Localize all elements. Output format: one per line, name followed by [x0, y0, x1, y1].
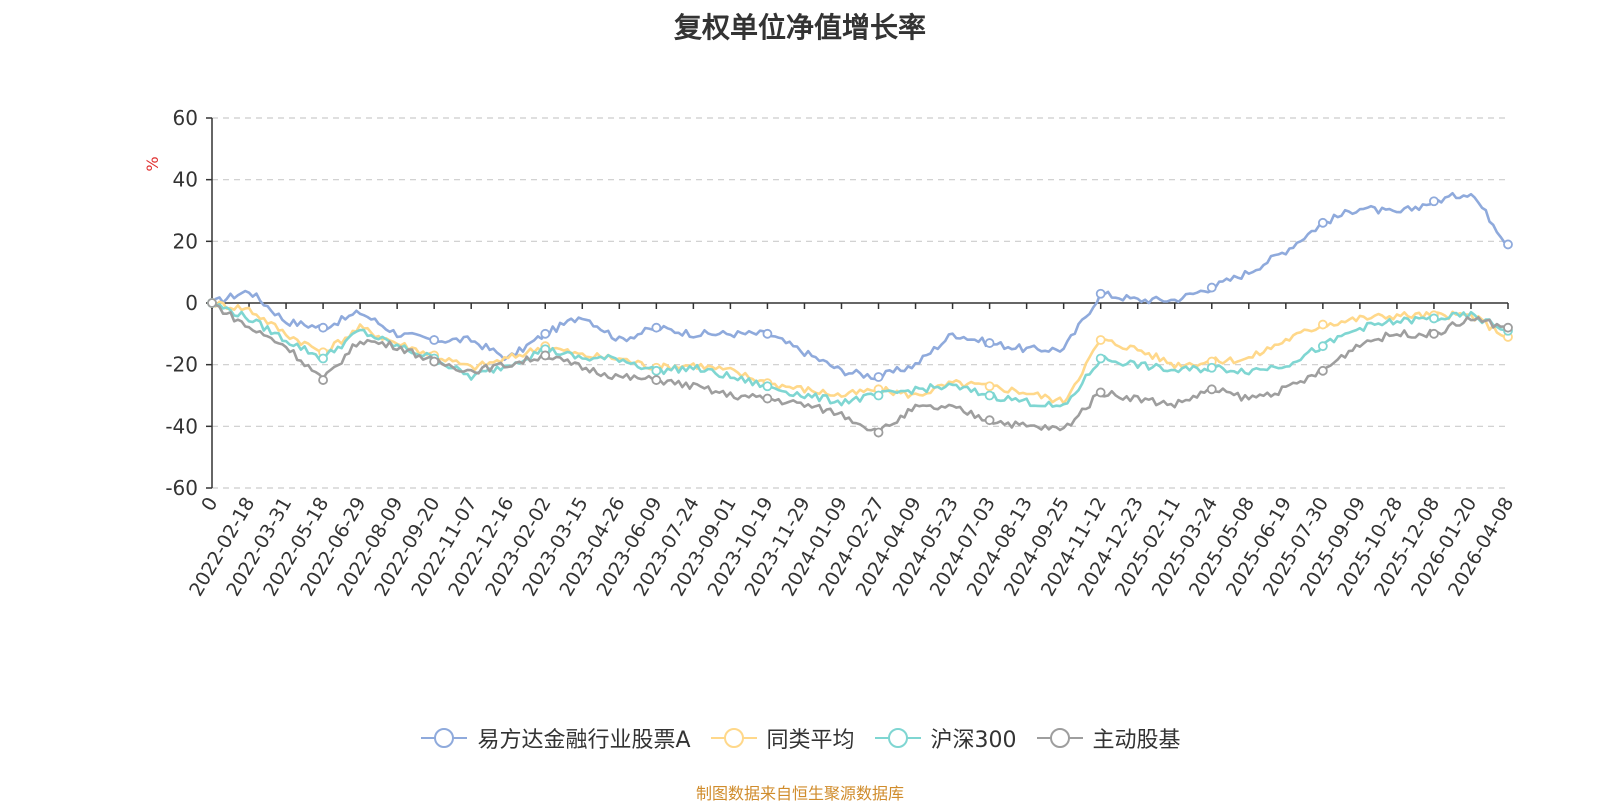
line-chart: -60-40-20020406002022-02-182022-03-31202…	[143, 106, 1518, 600]
series-point	[1317, 217, 1328, 228]
series-point	[984, 390, 995, 401]
legend-item[interactable]: 同类平均	[709, 722, 855, 754]
x-tick-label: 0	[197, 494, 222, 515]
legend-item[interactable]: 沪深300	[873, 722, 1017, 754]
series-point	[984, 415, 995, 426]
series-point	[1429, 196, 1439, 207]
series-point	[1429, 328, 1439, 339]
series-point	[873, 427, 884, 438]
y-tick-label: -40	[165, 414, 198, 438]
series-point	[1206, 384, 1217, 395]
series-point	[873, 390, 884, 401]
series-point	[1503, 322, 1513, 333]
series-point	[984, 338, 995, 348]
series-point	[651, 375, 662, 385]
legend: 易方达金融行业股票A 同类平均 沪深300 主动股基	[0, 722, 1600, 754]
legend-label: 同类平均	[766, 728, 855, 753]
series-point	[984, 381, 995, 392]
series-point	[540, 350, 551, 361]
y-tick-label: 40	[173, 168, 198, 192]
legend-label: 易方达金融行业股票A	[477, 728, 691, 753]
chart-title: 复权单位净值增长率	[673, 11, 926, 44]
legend-label: 主动股基	[1092, 728, 1181, 753]
legend-item[interactable]: 易方达金融行业股票A	[419, 722, 691, 754]
series-point	[762, 328, 773, 339]
legend-swatch-icon	[1036, 728, 1083, 748]
legend-swatch-icon	[421, 728, 468, 748]
y-tick-label: 0	[185, 291, 198, 315]
legend-item[interactable]: 主动股基	[1035, 722, 1181, 754]
series-point	[651, 365, 662, 376]
series-layer	[207, 191, 1513, 438]
series-point	[762, 381, 773, 392]
legend-label: 沪深300	[930, 728, 1017, 753]
y-tick-label: -20	[165, 353, 198, 377]
series-point	[1503, 239, 1513, 250]
series-point	[1095, 288, 1106, 299]
series-line	[211, 301, 1509, 438]
legend-swatch-icon	[710, 728, 757, 748]
series-line	[211, 301, 1509, 408]
series-point	[1206, 362, 1217, 373]
source-note: 制图数据来自恒生聚源数据库	[695, 784, 904, 803]
series-point	[429, 356, 440, 367]
series-point	[540, 328, 551, 339]
series-point	[1095, 353, 1106, 364]
series-point	[1095, 387, 1106, 398]
y-tick-label: 60	[173, 106, 198, 130]
series-point	[1317, 319, 1328, 330]
series-point	[1206, 282, 1217, 293]
y-tick-label: -60	[165, 476, 198, 500]
series-line	[211, 191, 1509, 381]
series-point	[1095, 335, 1106, 345]
series-point	[873, 372, 884, 382]
series-point	[318, 353, 328, 364]
y-tick-label: 20	[173, 229, 198, 253]
series-point	[651, 322, 662, 333]
legend-swatch-icon	[874, 728, 921, 748]
series-point	[318, 375, 328, 385]
series-point	[318, 322, 328, 333]
series-point	[1317, 341, 1328, 352]
series-point	[1317, 365, 1328, 376]
series-point	[429, 335, 440, 345]
series-point	[207, 298, 217, 308]
y-axis-unit-label: %	[143, 156, 162, 171]
series-point	[1429, 313, 1439, 324]
series-point	[762, 393, 773, 404]
